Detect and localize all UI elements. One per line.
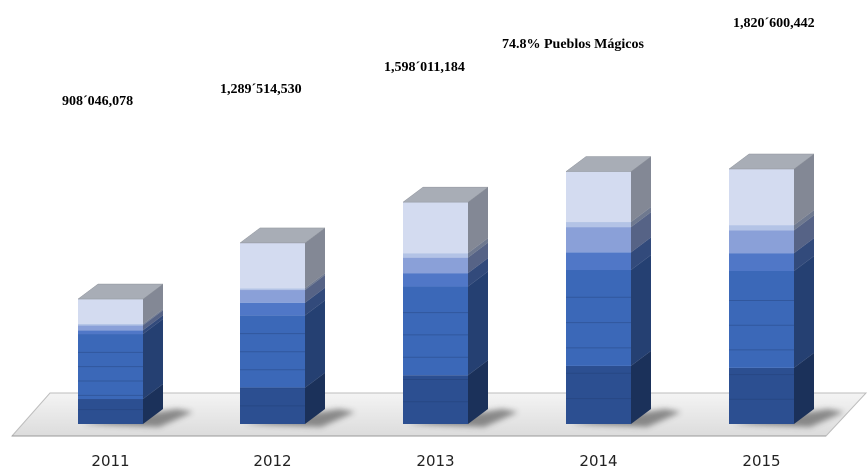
bar-2014-segment-6-side (631, 156, 651, 223)
bar-2013-segment-6 (403, 202, 468, 254)
bar-2015-segment-3-side (794, 238, 814, 271)
bar-2012 (239, 227, 355, 427)
bar-2015-segment-6-side (794, 154, 814, 226)
bar-2014-segment-1 (566, 365, 631, 424)
bar-2014-segment-2 (566, 270, 631, 366)
bar-2011-segment-4-side (143, 310, 163, 331)
x-tick-label-2014: 2014 (579, 452, 617, 470)
bar-2012-segment-2 (240, 315, 305, 388)
bar-2011-segment-3-side (143, 315, 163, 335)
bar-2012-segment-3-side (305, 287, 325, 316)
bar-2011-segment-2-side (143, 319, 163, 400)
bar-2015-segment-2-side (794, 256, 814, 368)
bar-2011-segment-4 (78, 325, 143, 331)
bar-2012-segment-2-side (305, 300, 325, 388)
bar-2014-segment-5-side (631, 207, 651, 228)
bar-2014-segment-6 (566, 171, 631, 223)
bar-2014-segment-2-side (631, 255, 651, 366)
bar-2011-segment-3 (78, 330, 143, 335)
x-axis: 2011 2012 2013 2014 2015 (91, 452, 780, 470)
bar-2013-segment-2 (403, 286, 468, 376)
bar-2014-segment-4 (566, 227, 631, 253)
bar-2012-top (239, 227, 326, 244)
bar-2013-segment-5 (403, 253, 468, 258)
bar-2012-segment-3 (240, 302, 305, 316)
bar-2015-segment-5 (729, 225, 794, 231)
bar-2015-segment-5-side (794, 210, 814, 231)
bar-2014 (565, 156, 681, 427)
bar-2014-segment-1-side (631, 350, 651, 424)
bar-2013-segment-1 (403, 375, 468, 424)
bar-2011-segment-6 (78, 299, 143, 325)
bar-2014-segment-3 (566, 252, 631, 271)
bar-2015-segment-1 (729, 367, 794, 424)
bar-2013-segment-6-side (468, 187, 488, 254)
labels-group: 908´046,078 1,289´514,530 1,598´011,184 … (62, 16, 815, 109)
bar-2013 (402, 186, 518, 427)
bar-2011 (77, 283, 193, 427)
bar-2013-segment-4 (403, 257, 468, 274)
bars-group (77, 153, 844, 427)
bar-2013-segment-1-side (468, 360, 488, 424)
bar-2013-top (402, 186, 489, 203)
bar-2014-top (565, 156, 652, 172)
bar-2011-segment-5 (78, 324, 143, 326)
bar-2012-segment-5-side (305, 273, 325, 291)
bar-2012-segment-5 (240, 288, 305, 291)
bar-2013-segment-2-side (468, 271, 488, 376)
bar-2011-segment-1-side (143, 384, 163, 424)
x-tick-label-2015: 2015 (742, 452, 780, 470)
bar-2014-segment-3-side (631, 237, 651, 271)
bar-2015-segment-3 (729, 253, 794, 271)
bar-2012-segment-6 (240, 242, 305, 289)
bar-2013-segment-3-side (468, 258, 488, 287)
bar-2015-segment-1-side (794, 352, 814, 424)
bar-2011-segment-2 (78, 334, 143, 400)
bar-2011-segment-1 (78, 399, 143, 424)
bar-2015-segment-2 (729, 271, 794, 368)
value-label-2011: 908´046,078 (62, 94, 133, 109)
bar-2015-segment-4 (729, 230, 794, 254)
x-tick-label-2013: 2013 (416, 452, 454, 470)
x-tick-label-2011: 2011 (91, 452, 129, 470)
bar-2015-top (728, 153, 815, 170)
bar-2015-segment-6 (729, 169, 794, 226)
bar-2012-segment-4-side (305, 275, 325, 303)
bar-2014-segment-5 (566, 222, 631, 228)
bar-2012-segment-6-side (305, 227, 325, 289)
bar-2011-segment-5-side (143, 309, 163, 326)
value-label-2015: 1,820´600,442 (733, 16, 815, 31)
bar-2013-segment-5-side (468, 238, 488, 258)
bar-2012-segment-1 (240, 387, 305, 424)
bar-2012-segment-4 (240, 290, 305, 303)
bar-2011-segment-6-side (143, 284, 163, 325)
bar-2012-segment-1-side (305, 372, 325, 424)
bar-2014-segment-4-side (631, 212, 651, 253)
bar-2013-segment-3 (403, 273, 468, 287)
annotation-pueblos-magicos: 74.8% Pueblos Mágicos (502, 37, 644, 52)
x-tick-label-2012: 2012 (253, 452, 291, 470)
value-label-2012: 1,289´514,530 (220, 82, 302, 97)
bar-2015 (728, 153, 844, 427)
bar-2013-segment-4-side (468, 242, 488, 274)
bar-2011-top (77, 283, 164, 300)
bar-2015-segment-4-side (794, 215, 814, 254)
value-label-2013: 1,598´011,184 (384, 60, 465, 75)
